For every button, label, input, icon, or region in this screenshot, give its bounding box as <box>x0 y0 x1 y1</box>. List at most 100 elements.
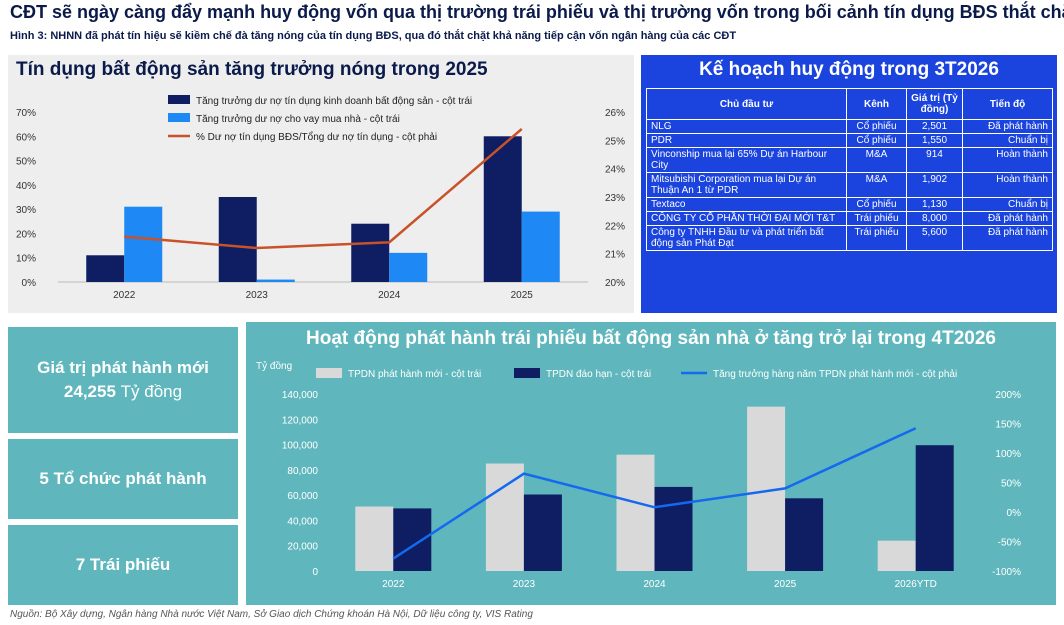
y-left-tick-label: 30% <box>16 205 36 216</box>
bar-maturing-2026YTD <box>915 445 954 571</box>
bar-home-loan-2023 <box>256 279 295 282</box>
line-issuance-growth <box>392 427 917 560</box>
funding-plan-table: Chủ đầu tư Kênh Giá trị (Tỷ đồng) Tiến độ N… <box>646 88 1053 251</box>
table-row: Mitsubishi Corporation mua lại Dự án Thu… <box>646 172 1053 198</box>
y-right-tick-label: -50% <box>998 538 1021 549</box>
table-header-cell: Giá trị (Tỷ đồng) <box>906 88 963 120</box>
bar-new-issuance-2026YTD <box>877 540 916 571</box>
bond-issuance-panel: Hoạt động phát hành trái phiếu bất động … <box>246 322 1056 605</box>
table-cell: Textaco <box>646 197 847 212</box>
y-right-tick-label: 50% <box>1001 479 1021 490</box>
x-tick-label: 2022 <box>382 579 405 590</box>
table-cell: 1,130 <box>906 197 963 212</box>
y-right-tick-label: 24% <box>605 165 625 176</box>
x-tick-label: 2025 <box>511 290 534 301</box>
bonds-count-tile: 7 Trái phiếu <box>8 525 238 605</box>
y-left-tick-label: 0 <box>312 567 318 578</box>
figure-caption: Hình 3: NHNN đã phát tín hiệu sẽ kiềm ch… <box>10 30 737 42</box>
table-cell: 1,550 <box>906 133 963 148</box>
table-cell: 8,000 <box>906 211 963 226</box>
bar-maturing-2023 <box>523 494 562 571</box>
table-cell: 2,501 <box>906 119 963 134</box>
y-left-tick-label: 0% <box>22 278 37 289</box>
y-right-tick-label: 23% <box>605 193 625 204</box>
x-tick-label: 2022 <box>113 290 136 301</box>
table-row: CÔNG TY CỔ PHẦN THỜI ĐẠI MỚI T&T Trái phi… <box>646 211 1053 226</box>
x-tick-label: 2024 <box>378 290 401 301</box>
table-header-cell: Kênh <box>846 88 907 120</box>
bond-issuance-chart: Tỷ đồng 0 20,000 40,000 60,000 80,000 100,000 1… <box>256 360 1022 590</box>
bar-maturing-2024 <box>654 486 693 571</box>
y-right-tick-label: -100% <box>992 567 1021 578</box>
table-row: Vinconship mua lại 65% Dự án Harbour Cit… <box>646 147 1053 173</box>
y-left-tick-label: 50% <box>16 157 36 168</box>
y-axis-title: Tỷ đồng <box>256 360 292 372</box>
bar-re-business-credit-2024 <box>351 223 390 282</box>
y-right-tick-label: 150% <box>995 420 1021 431</box>
table-cell: Chuẩn bị <box>962 133 1053 148</box>
x-tick-label: 2023 <box>246 290 269 301</box>
table-cell: CÔNG TY CỔ PHẦN THỜI ĐẠI MỚI T&T <box>646 211 847 226</box>
y-left-tick-label: 20% <box>16 229 36 240</box>
credit-chart-title: Tín dụng bất động sản tăng trưởng nóng t… <box>16 59 488 80</box>
table-cell: 914 <box>906 147 963 173</box>
legend-swatch <box>168 95 190 104</box>
table-cell: NLG <box>646 119 847 134</box>
bar-maturing-2025 <box>785 498 824 571</box>
bar-re-business-credit-2025 <box>483 136 522 282</box>
bar-re-business-credit-2023 <box>218 197 257 282</box>
bar-home-loan-2022 <box>124 206 163 282</box>
table-cell: Hoàn thành <box>962 172 1053 198</box>
legend-label: Tăng trưởng dư nợ tín dụng kinh doanh bấ… <box>196 95 472 107</box>
y-right-tick-label: 22% <box>605 221 625 232</box>
table-cell: Trái phiếu <box>846 225 907 251</box>
table-header-cell: Chủ đầu tư <box>646 88 847 120</box>
table-row: PDR Cổ phiếu 1,550 Chuẩn bị <box>646 133 1053 148</box>
new-issuance-value-tile: Giá trị phát hành mới 24,255 Tỷ đồng <box>8 327 238 433</box>
y-right-tick-label: 100% <box>995 449 1021 460</box>
table-cell: Cổ phiếu <box>846 133 907 148</box>
y-left-tick-label: 40% <box>16 181 36 192</box>
bar-home-loan-2025 <box>521 211 560 282</box>
bar-maturing-2022 <box>393 508 432 571</box>
new-issuance-label: Giá trị phát hành mới <box>37 358 209 377</box>
table-cell: Chuẩn bị <box>962 197 1053 212</box>
y-left-tick-label: 20,000 <box>287 542 318 553</box>
table-row: NLG Cổ phiếu 2,501 Đã phát hành <box>646 119 1053 134</box>
source-note: Nguồn: Bộ Xây dựng, Ngân hàng Nhà nước V… <box>10 609 533 620</box>
credit-growth-panel: Tín dụng bất động sản tăng trưởng nóng t… <box>8 55 634 313</box>
y-left-tick-label: 70% <box>16 108 36 119</box>
table-cell: Công ty TNHH Đầu tư và phát triển bất độ… <box>646 225 847 251</box>
table-row: Công ty TNHH Đầu tư và phát triển bất độ… <box>646 225 1053 251</box>
issuers-count-text: 5 Tổ chức phát hành <box>39 469 207 488</box>
table-cell: Đã phát hành <box>962 211 1053 226</box>
legend-label: Tăng trưởng hàng năm TPDN phát hành mới … <box>713 368 957 380</box>
bar-home-loan-2024 <box>389 252 428 282</box>
table-cell: M&A <box>846 147 907 173</box>
table-cell: Cổ phiếu <box>846 197 907 212</box>
y-right-tick-label: 20% <box>605 278 625 289</box>
legend-label: TPDN đáo hạn - cột trái <box>546 369 651 380</box>
funding-plan-panel: Kế hoạch huy động trong 3T2026 Chủ đầu t… <box>641 55 1057 313</box>
table-cell: 1,902 <box>906 172 963 198</box>
legend-swatch <box>316 368 342 378</box>
new-issuance-unit: Tỷ đồng <box>120 382 183 401</box>
bar-new-issuance-2024 <box>616 454 655 571</box>
table-row: Textaco Cổ phiếu 1,130 Chuẩn bị <box>646 197 1053 212</box>
new-issuance-number: 24,255 <box>63 382 116 401</box>
funding-plan-title: Kế hoạch huy động trong 3T2026 <box>699 59 999 80</box>
y-left-tick-label: 60% <box>16 132 36 143</box>
y-right-tick-label: 0% <box>1007 508 1022 519</box>
table-cell: Cổ phiếu <box>846 119 907 134</box>
bar-new-issuance-2023 <box>485 463 524 571</box>
x-tick-label: 2026YTD <box>895 579 937 590</box>
table-cell: PDR <box>646 133 847 148</box>
table-cell: Trái phiếu <box>846 211 907 226</box>
page-title: CĐT sẽ ngày càng đẩy mạnh huy động vốn q… <box>10 2 1064 22</box>
table-cell: 5,600 <box>906 225 963 251</box>
y-left-tick-label: 10% <box>16 254 36 265</box>
line-re-credit-share <box>124 128 523 250</box>
y-left-tick-label: 100,000 <box>282 441 319 452</box>
x-tick-label: 2023 <box>513 579 536 590</box>
bonds-count-text: 7 Trái phiếu <box>75 555 171 574</box>
